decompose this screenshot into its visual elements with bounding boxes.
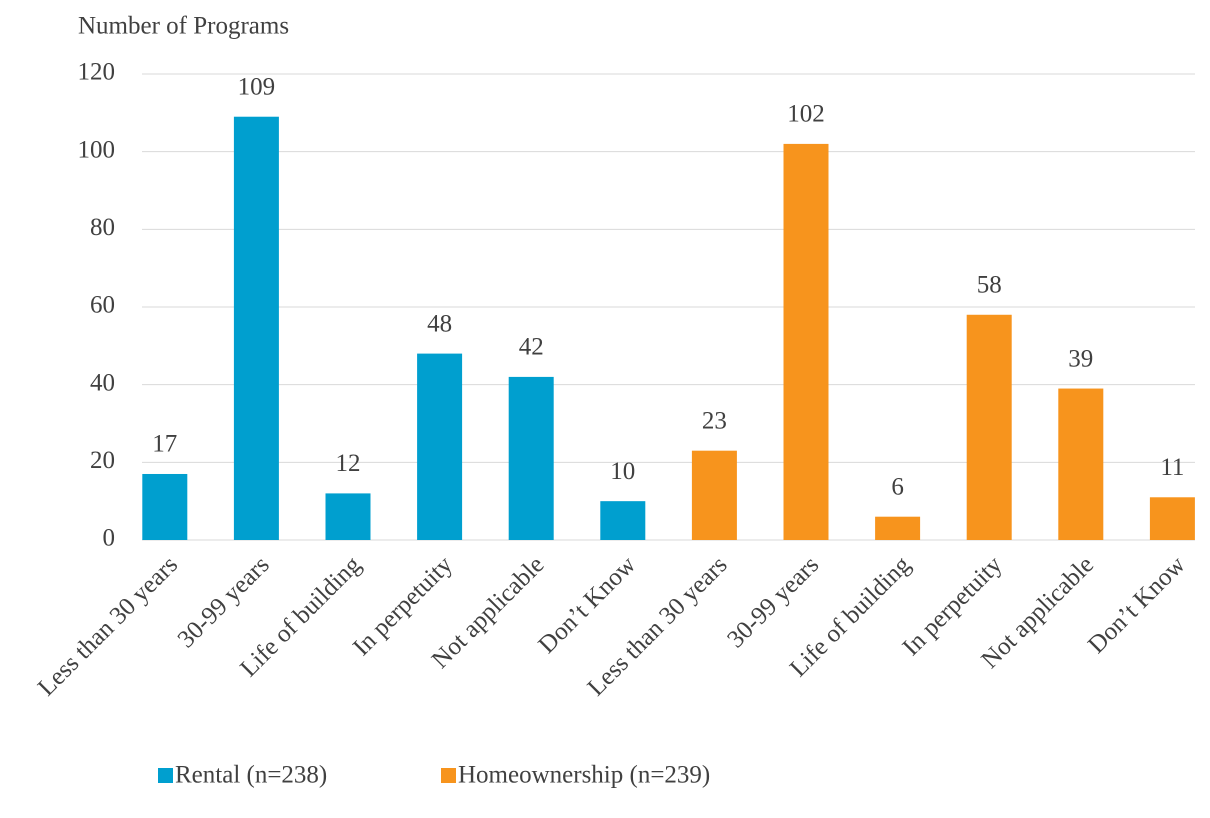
y-tick-label: 120: [78, 59, 116, 86]
data-label: 11: [1160, 454, 1184, 481]
legend-label: Rental (n=238): [175, 762, 327, 789]
bar: [691, 450, 737, 540]
bar: [875, 516, 921, 540]
x-tick-label: Less than 30 years: [33, 551, 183, 701]
data-label: 109: [238, 73, 276, 100]
y-tick-label: 40: [90, 369, 115, 396]
bar: [1149, 497, 1195, 540]
bar: [966, 314, 1012, 540]
data-label: 58: [977, 272, 1002, 299]
bar: [325, 493, 371, 540]
data-label: 12: [336, 450, 361, 477]
y-tick-label: 100: [78, 136, 116, 163]
legend-label: Homeownership (n=239): [458, 762, 710, 789]
data-label: 6: [891, 473, 904, 500]
bar: [1058, 388, 1104, 540]
y-tick-label: 0: [103, 525, 116, 552]
bar: [417, 353, 463, 540]
bar: [783, 143, 829, 540]
data-label: 42: [519, 334, 544, 361]
data-label: 17: [152, 431, 177, 458]
y-tick-label: 80: [90, 214, 115, 241]
data-label: 10: [610, 458, 635, 485]
data-label: 48: [427, 310, 452, 337]
data-label: 23: [702, 407, 727, 434]
bar: [233, 116, 279, 540]
x-tick-label: Don’t Know: [1083, 551, 1191, 659]
bar: [600, 501, 646, 540]
bar: [508, 376, 554, 540]
legend-swatch: [158, 768, 173, 783]
bar: [142, 473, 188, 540]
data-label: 39: [1068, 345, 1093, 372]
y-axis-title: Number of Programs: [78, 13, 289, 40]
legend-swatch: [441, 768, 456, 783]
y-tick-label: 60: [90, 292, 115, 319]
data-label: 102: [787, 101, 825, 128]
y-tick-label: 20: [90, 447, 115, 474]
